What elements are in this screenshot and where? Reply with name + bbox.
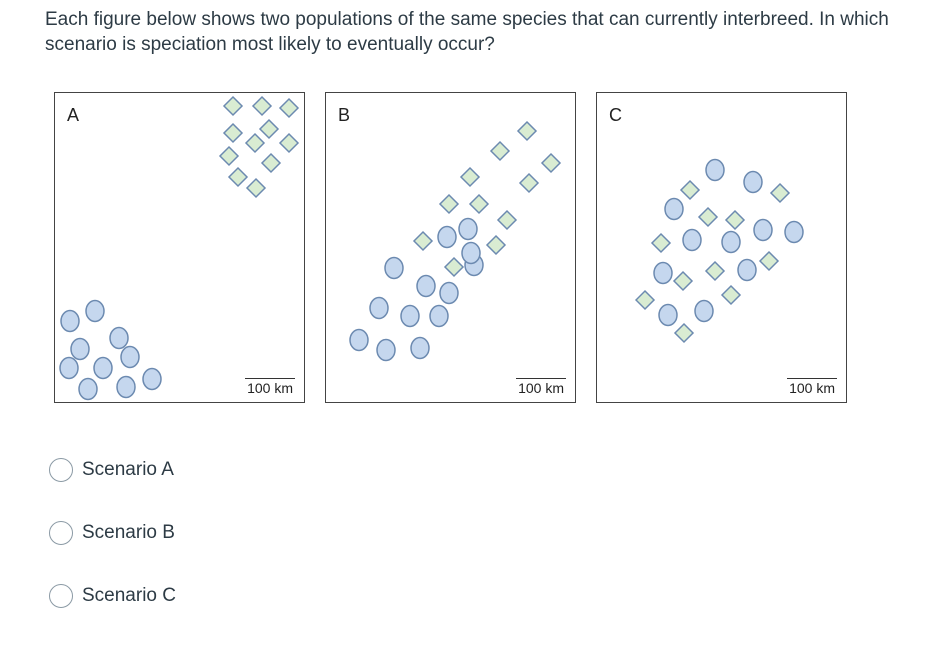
circle-organism: [694, 299, 714, 323]
circle-organism: [721, 230, 741, 254]
circle-organism: [120, 345, 140, 369]
diamond-organism: [245, 177, 267, 199]
diamond-organism: [222, 122, 244, 144]
circle-organism: [437, 225, 457, 249]
population-map-c: [634, 158, 804, 344]
diamond-organism: [673, 322, 695, 344]
circle-organism: [705, 158, 725, 182]
circle-organism: [784, 220, 804, 244]
diamond-organism: [697, 206, 719, 228]
diamond-organism: [650, 232, 672, 254]
diamond-organism: [459, 166, 481, 188]
diamond-organism: [679, 179, 701, 201]
circle-organism: [410, 336, 430, 360]
question-text: Each figure below shows two populations …: [45, 9, 889, 55]
answer-options: Scenario A Scenario B Scenario C: [49, 456, 176, 645]
diamond-organism: [516, 120, 538, 142]
circle-organism: [429, 304, 449, 328]
diamond-organism: [227, 166, 249, 188]
diamond-organism: [540, 152, 562, 174]
circle-organism: [384, 256, 404, 280]
diamond-organism: [412, 230, 434, 252]
circle-organism: [78, 377, 98, 401]
circle-organism: [93, 356, 113, 380]
circle-organism: [439, 281, 459, 305]
diamond-organism: [518, 172, 540, 194]
circle-organism: [461, 241, 481, 265]
diamond-organism: [634, 289, 656, 311]
circle-organism: [658, 303, 678, 327]
circle-organism: [653, 261, 673, 285]
diamond-organism: [278, 97, 300, 119]
circle-organism: [682, 228, 702, 252]
circle-organism: [70, 337, 90, 361]
diamond-organism: [278, 132, 300, 154]
diamond-organism: [769, 182, 791, 204]
panel-label: B: [338, 105, 351, 125]
panel-label: C: [609, 105, 622, 125]
option-scenario-b[interactable]: Scenario B: [49, 519, 176, 547]
circle-organism: [743, 170, 763, 194]
circle-organism: [59, 356, 79, 380]
circle-organism: [400, 304, 420, 328]
diamond-organism: [260, 152, 282, 174]
option-scenario-c[interactable]: Scenario C: [49, 582, 176, 610]
option-label[interactable]: Scenario C: [82, 585, 176, 606]
circle-organism: [116, 375, 136, 399]
diamond-organism: [258, 118, 280, 140]
diamond-organism: [758, 250, 780, 272]
population-map-a: [59, 95, 300, 401]
circle-organism: [142, 367, 162, 391]
radio-button[interactable]: [49, 584, 73, 608]
circle-organism: [109, 326, 129, 350]
option-label[interactable]: Scenario B: [82, 522, 175, 543]
circle-organism: [753, 218, 773, 242]
circle-organism: [376, 338, 396, 362]
scale-bar-label: 100 km: [245, 378, 295, 396]
diamond-organism: [704, 260, 726, 282]
circle-organism: [85, 299, 105, 323]
panel-label: A: [67, 105, 80, 125]
population-map-b: [349, 120, 562, 362]
diamond-organism: [244, 132, 266, 154]
diamond-organism: [443, 256, 465, 278]
circle-organism: [737, 258, 757, 282]
diamond-organism: [218, 145, 240, 167]
diamond-organism: [724, 209, 746, 231]
diamond-organism: [485, 234, 507, 256]
diamond-organism: [489, 140, 511, 162]
option-label[interactable]: Scenario A: [82, 459, 174, 480]
diamond-organism: [222, 95, 244, 117]
scale-bar-label: 100 km: [787, 378, 837, 396]
circle-organism: [60, 309, 80, 333]
radio-button[interactable]: [49, 458, 73, 482]
diamond-organism: [672, 270, 694, 292]
figure-panel-b: B 100 km: [325, 92, 576, 403]
circle-organism: [416, 274, 436, 298]
diamond-organism: [438, 193, 460, 215]
circle-organism: [664, 197, 684, 221]
diamond-organism: [720, 284, 742, 306]
circle-organism: [458, 217, 478, 241]
circle-organism: [349, 328, 369, 352]
scale-bar-label: 100 km: [516, 378, 566, 396]
circle-organism: [369, 296, 389, 320]
radio-button[interactable]: [49, 521, 73, 545]
diamond-organism: [251, 95, 273, 117]
diamond-organism: [468, 193, 490, 215]
option-scenario-a[interactable]: Scenario A: [49, 456, 176, 484]
figure-panel-c: C 100 km: [596, 92, 847, 403]
figure-panel-a: A 100 km: [54, 92, 305, 403]
diamond-organism: [496, 209, 518, 231]
